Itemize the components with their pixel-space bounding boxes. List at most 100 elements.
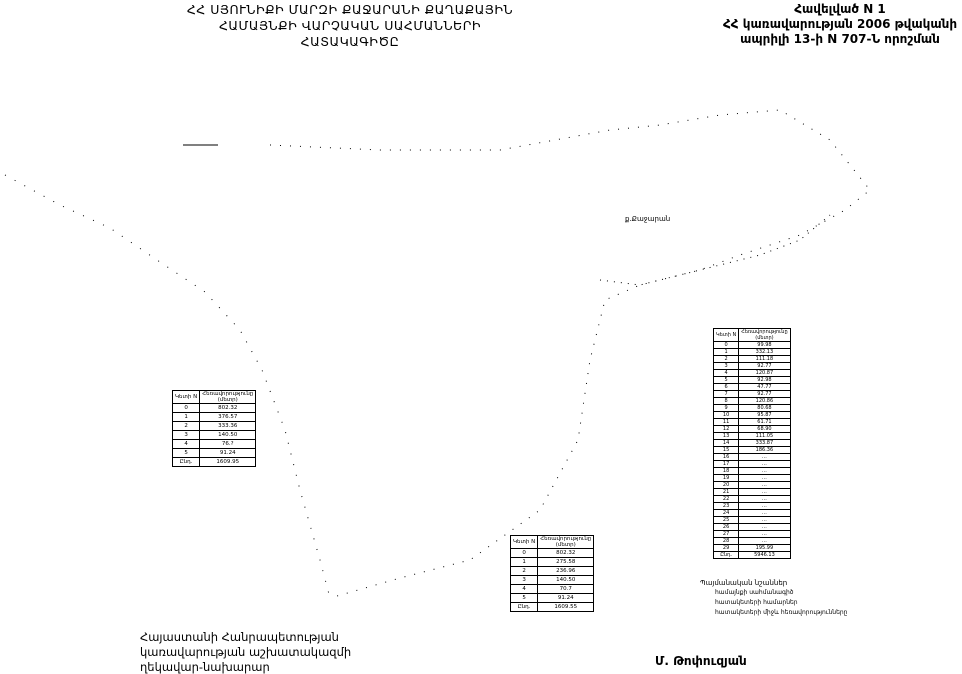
total-label: Ընդ.: [171, 457, 201, 467]
community-boundary-line: [269, 109, 871, 599]
internal-line: [599, 214, 831, 286]
point-cell: 1: [509, 557, 539, 567]
table-row: 17…: [712, 460, 791, 468]
title-line: ՀԱՄԱՅՆՔԻ ՎԱՐՉԱԿԱՆ ՍԱՀՄԱՆՆԵՐԻ: [218, 18, 482, 33]
distance-cell: 76.?: [199, 439, 257, 449]
table-row: 6 47.77: [712, 383, 791, 391]
point-cell: 6: [712, 383, 740, 391]
table-row: 7 92.77: [712, 390, 791, 398]
table-row: 9 80.68: [712, 404, 791, 412]
distance-cell: …: [738, 481, 791, 489]
distance-cell: 140.50: [537, 575, 595, 585]
total-value: 5946.13: [738, 551, 791, 559]
distance-cell: …: [738, 488, 791, 496]
table-row: 3 92.77: [712, 362, 791, 370]
point-cell: 28: [712, 537, 740, 545]
point-cell: 13: [712, 432, 740, 440]
table-row: 29 195.99: [712, 544, 791, 552]
table-row: 27…: [712, 530, 791, 538]
distance-cell: 95.87: [738, 411, 791, 419]
point-cell: 21: [712, 488, 740, 496]
total-label: Ընդ.: [509, 602, 539, 612]
table-row: 20…: [712, 481, 791, 489]
point-cell: 5: [171, 448, 201, 458]
point-cell: 2: [171, 421, 201, 431]
table-row: 13 111.05: [712, 432, 791, 440]
point-cell: 10: [712, 411, 740, 419]
col-header: Կետի N: [509, 535, 539, 549]
distance-cell: …: [738, 453, 791, 461]
table-row: 2 111.18: [712, 355, 791, 363]
point-cell: 3: [171, 430, 201, 440]
point-cell: 17: [712, 460, 740, 468]
table-row: 3 140.50: [171, 430, 257, 440]
table-row: 5 92.98: [712, 376, 791, 384]
point-cell: 1: [171, 412, 201, 422]
point-cell: 25: [712, 516, 740, 524]
table-row: 3 140.50: [509, 575, 595, 585]
point-cell: 0: [712, 341, 740, 349]
table-row: 26…: [712, 523, 791, 531]
table-row: 4 76.?: [171, 439, 257, 449]
distance-table-2: Կետի N Հեռավորությունը (մետր) 0 802.32 1 275…: [509, 535, 595, 612]
distance-cell: …: [738, 495, 791, 503]
col-header: Կետի N: [171, 390, 201, 404]
distance-cell: 91.24: [537, 593, 595, 603]
distance-cell: …: [738, 516, 791, 524]
total-value: 1609.95: [199, 457, 257, 467]
col-header: Հեռավորությունը (մետր): [537, 535, 595, 549]
signature-line: կառավարության աշխատակազմի: [140, 645, 352, 659]
table-row: 22…: [712, 495, 791, 503]
table-row: 16…: [712, 453, 791, 461]
table-row: 14 333.87: [712, 439, 791, 447]
point-cell: 27: [712, 530, 740, 538]
legend-item: հատակետերի համարներ: [715, 599, 798, 606]
table-row: 0 99.98: [712, 341, 791, 349]
signature-line: Հայաստանի Հանրապետության: [140, 630, 339, 644]
title-line: ՀՀ ՍՅՈՒՆԻՔԻ ՄԱՐԶԻ ՔԱՋԱՐԱՆԻ ՔԱՂԱՔԱՅԻՆ: [186, 2, 514, 17]
table-row: 18…: [712, 467, 791, 475]
table-row: 23…: [712, 502, 791, 510]
table-row: 5 91.24: [171, 448, 257, 458]
map-title: ՀՀ ՍՅՈՒՆԻՔԻ ՄԱՐԶԻ ՔԱՋԱՐԱՆԻ ՔԱՂԱՔԱՅԻՆ ՀԱՄ…: [170, 2, 530, 50]
annex-line: Հավելված N 1: [794, 2, 886, 16]
legend-title: Պայմանական նշաններ: [700, 579, 788, 587]
table-row: 4 70.7: [509, 584, 595, 594]
table-row: 4 120.87: [712, 369, 791, 377]
distance-cell: 236.96: [537, 566, 595, 576]
table-row: 19…: [712, 474, 791, 482]
point-cell: 29: [712, 544, 740, 552]
distance-cell: …: [738, 502, 791, 510]
col-header: Հեռավորությունը (մետր): [199, 390, 257, 404]
point-cell: 23: [712, 502, 740, 510]
distance-cell: …: [738, 460, 791, 468]
point-cell: 0: [509, 548, 539, 558]
distance-cell: 92.77: [738, 390, 791, 398]
point-cell: 22: [712, 495, 740, 503]
table-row: 1 275.58: [509, 557, 595, 567]
distance-cell: 802.32: [199, 403, 257, 413]
table-row: 2 333.36: [171, 421, 257, 431]
table-row: 24…: [712, 509, 791, 517]
signature-line: ղեկավար-նախարար: [140, 660, 270, 674]
distance-cell: 91.24: [199, 448, 257, 458]
point-cell: 19: [712, 474, 740, 482]
point-cell: 1: [712, 348, 740, 356]
distance-table-3: Կետի N Հեռավորությունը (մետր) 0 99.98 1 332.…: [712, 328, 791, 559]
table-row: 15 186.36: [712, 446, 791, 454]
distance-cell: 99.98: [738, 341, 791, 349]
table-row: 12 68.90: [712, 425, 791, 433]
legend-item: հատակետերի միջև հեռավորությունները: [715, 609, 848, 616]
table-row: 0 802.32: [171, 403, 257, 413]
point-cell: 24: [712, 509, 740, 517]
col-header: Կետի N: [712, 328, 740, 342]
point-cell: 16: [712, 453, 740, 461]
place-label: ք.Քաջարան: [625, 215, 671, 223]
point-cell: 5: [509, 593, 539, 603]
point-cell: 4: [171, 439, 201, 449]
table-row: 8 120.86: [712, 397, 791, 405]
distance-cell: 333.87: [738, 439, 791, 447]
point-cell: 11: [712, 418, 740, 426]
distance-cell: 195.99: [738, 544, 791, 552]
